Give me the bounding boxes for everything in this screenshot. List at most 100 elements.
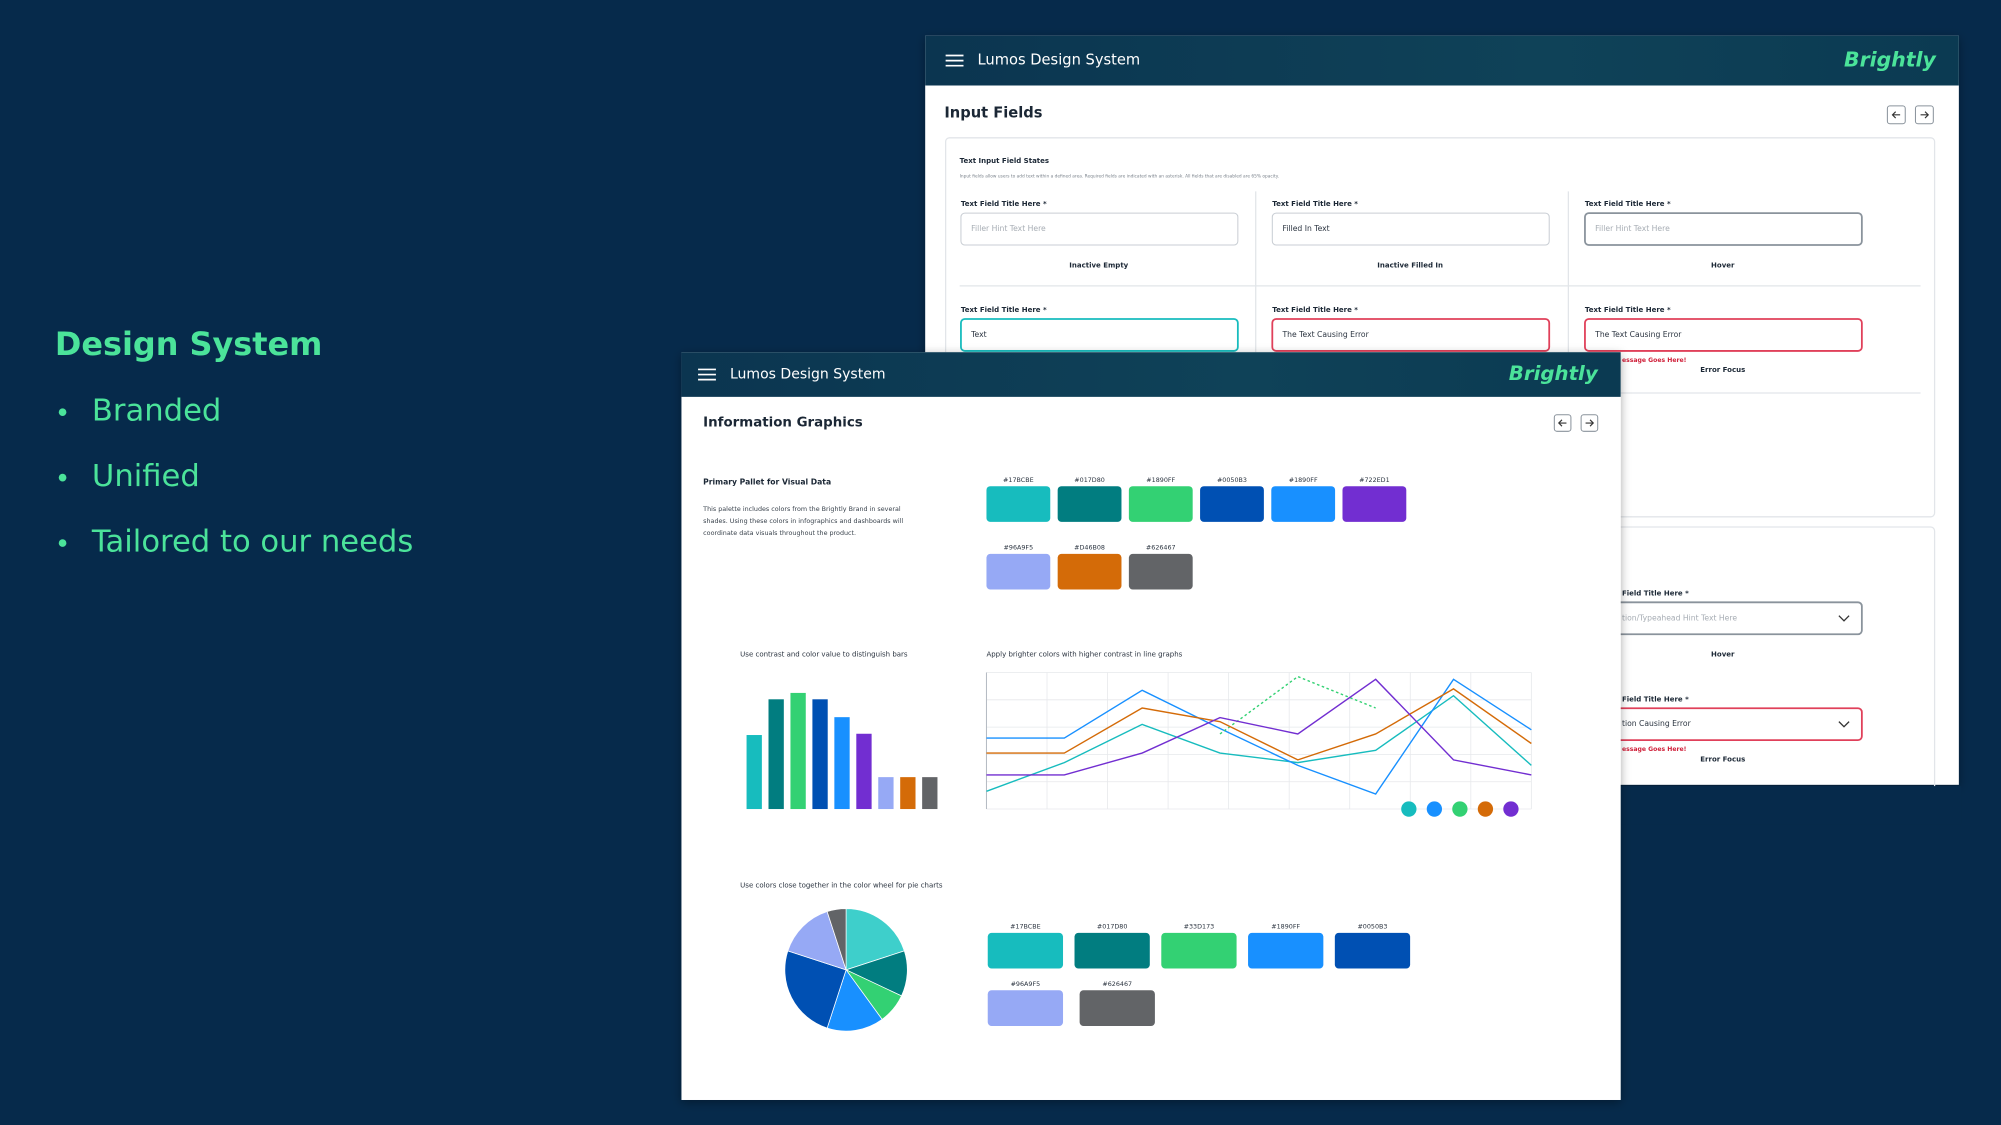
field-label: Text Field Title Here * [1272,305,1358,314]
error-text: essage Goes Here! [1622,357,1687,364]
nav-arrow [1557,419,1567,427]
nav-arrow [1585,419,1595,427]
chart-caption: Use contrast and color value to distingu… [740,650,908,659]
chart-caption: Apply brighter colors with higher contra… [986,650,1182,659]
field-caption: Error Focus [1700,754,1745,763]
bar [790,692,806,810]
swatch-label: #1890FF [1271,922,1300,930]
palette-desc: This palette includes colors from the Br… [702,505,901,513]
field-caption: Inactive Empty [1069,260,1128,269]
pie-slice [845,908,905,971]
input-text: The Text Causing Error [1282,330,1370,339]
palette-desc: shades. Using these colors in infographi… [703,517,903,525]
nav-arrow [1891,111,1901,119]
color-swatch [986,553,1051,590]
field-label: Text Field Title Here * [961,305,1047,314]
field-label: Text Field Title Here * [961,199,1047,208]
header-title: Lumos Design System [978,52,1141,69]
legend-dot [1477,801,1494,817]
color-swatch [987,932,1064,969]
legend-dot [1426,801,1443,817]
line-series [1219,675,1376,735]
palette-desc: coordinate data visuals throughout the p… [703,529,856,537]
text-input[interactable] [1584,318,1863,352]
field-label: Text Field Title Here * [1272,199,1358,208]
input-text: Text [970,330,986,339]
field-label: Field Title Here * [1622,694,1689,703]
line-series [986,678,1532,776]
bullet-text: Unified [92,459,200,494]
input-text: Filler Hint Text Here [1595,224,1670,233]
field-label: Text Field Title Here * [1585,305,1671,314]
color-swatch [1057,553,1122,590]
text-input[interactable] [1584,212,1863,246]
text-input[interactable] [1271,212,1550,246]
nav-arrow [1920,111,1930,119]
input-text: Filler Hint Text Here [971,224,1046,233]
swatch-label: #96A9F5 [1004,543,1034,551]
bullet-dot [58,408,67,417]
logo: Brightly [1844,48,1937,72]
color-swatch [1342,486,1407,522]
field-caption: Hover [1711,650,1735,659]
pie-slice [784,950,847,1029]
bar [878,777,894,810]
bar [900,777,916,810]
text-input[interactable] [960,318,1239,352]
color-swatch [986,486,1051,522]
palette-title: Primary Pallet for Visual Data [703,477,831,486]
field-caption: Hover [1711,260,1735,269]
swatch-label: #1890FF [1289,476,1318,484]
swatch-label: #0050B3 [1217,476,1247,484]
bar [812,699,828,810]
bullet-dot [58,539,67,547]
legend-dot [1452,801,1468,817]
text-input[interactable] [1271,318,1551,352]
input-text: tion/Typeahead Hint Text Here [1622,613,1737,622]
page-title: Input Fields [944,105,1042,122]
swatch-label: #17BCBE [1010,922,1041,930]
pie-slice [826,908,847,970]
input-text: Filled In Text [1283,224,1330,233]
swatch-label: #17BCBE [1003,476,1034,484]
color-swatch [1128,553,1193,590]
swatch-label: #722ED1 [1359,476,1390,484]
color-swatch [1334,932,1411,969]
chart-caption: Use colors close together in the color w… [740,881,943,890]
slide-title: Design System [55,325,323,363]
field-label: Text Field Title Here * [1585,199,1671,208]
swatch-label: #1890FF [1146,476,1175,484]
swatch-label: #0050B3 [1357,922,1387,930]
section-title: Text Input Field States [960,156,1049,165]
logo: Brightly [1509,362,1599,385]
color-swatch [1079,990,1155,1026]
color-swatch [1248,932,1324,969]
input-text: tion Causing Error [1622,719,1692,728]
swatch-label: #626467 [1146,543,1176,551]
swatch-label: #017D80 [1097,922,1128,930]
legend-dot [1401,801,1417,817]
swatch-label: #33D173 [1184,922,1215,930]
bar [746,735,762,810]
page-title: Information Graphics [703,415,863,430]
color-swatch [1074,932,1150,969]
bullet-text: Tailored to our needs [91,525,413,560]
swatch-label: #D46B08 [1074,543,1105,551]
color-swatch [1128,486,1193,522]
text-input[interactable] [960,212,1239,246]
field-caption: Inactive Filled In [1377,260,1443,269]
color-swatch [1057,486,1122,522]
color-swatch [1161,932,1237,969]
chevron [1838,615,1850,622]
line-series [986,678,1532,795]
header-title: Lumos Design System [730,367,886,383]
chevron [1838,721,1850,728]
swatch-label: #017D80 [1074,476,1105,484]
bar [768,699,784,810]
bullet-dot [58,473,67,482]
swatch-label: #626467 [1102,980,1132,988]
swatch-label: #96A9F5 [1011,980,1041,988]
bullet-text: Branded [92,394,221,429]
line-series [986,694,1532,792]
